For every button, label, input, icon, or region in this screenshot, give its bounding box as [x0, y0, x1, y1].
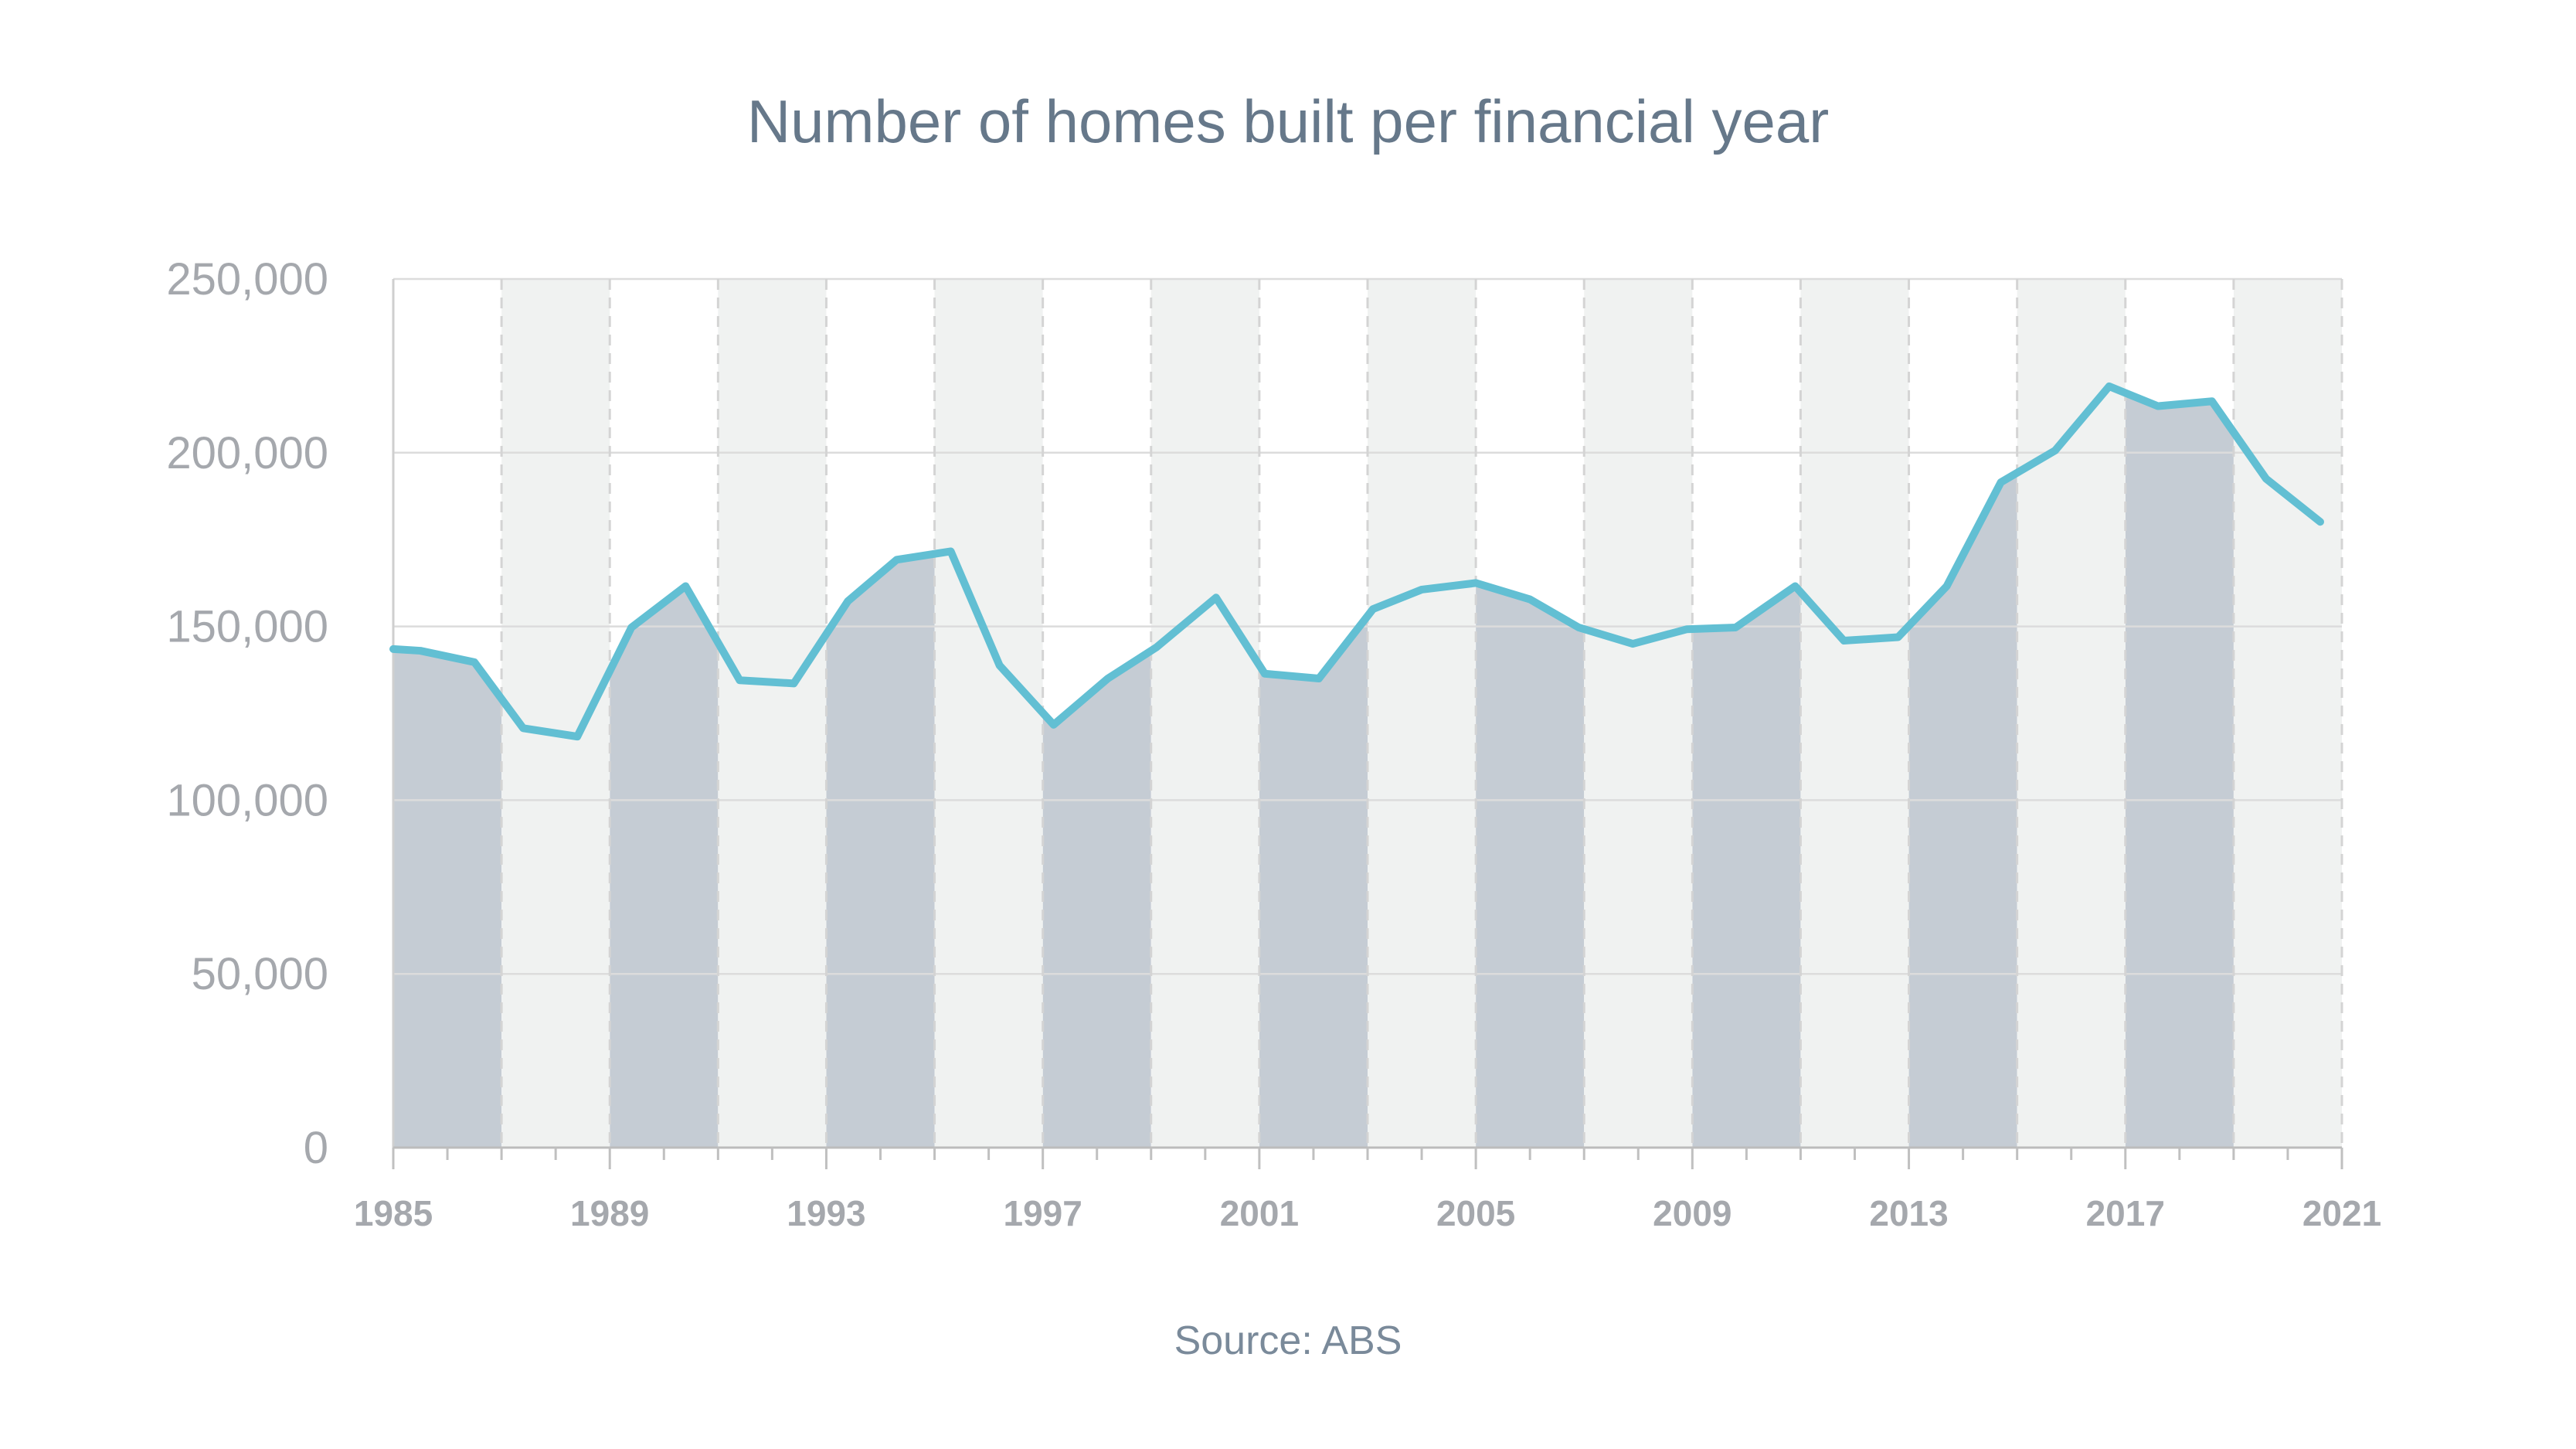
background-band	[1368, 279, 1477, 1148]
background-band	[1800, 279, 1909, 1148]
background-band	[1150, 279, 1259, 1148]
y-tick-label: 0	[304, 1123, 328, 1173]
series-line	[389, 382, 2324, 741]
area-band	[1908, 386, 2017, 1148]
area-band	[1476, 386, 1585, 1148]
area-band	[1042, 386, 1151, 1148]
x-tick-label: 2013	[1869, 1193, 1948, 1233]
y-tick-label: 100,000	[166, 775, 328, 825]
x-tick-label: 2005	[1436, 1193, 1515, 1233]
x-tick-label: 2009	[1653, 1193, 1731, 1233]
x-tick-label: 2017	[2086, 1193, 2165, 1233]
chart-title: Number of homes built per financial year	[746, 87, 1830, 155]
y-tick-label: 200,000	[166, 428, 328, 478]
area-band	[393, 386, 502, 1148]
x-tick-label: 1989	[570, 1193, 649, 1233]
area-band	[610, 386, 719, 1148]
x-tick-label: 1997	[1003, 1193, 1082, 1233]
source-note: Source: ABS	[1174, 1318, 1402, 1363]
background-band	[2017, 279, 2126, 1148]
x-tick-label: 1993	[787, 1193, 865, 1233]
background-band	[718, 279, 827, 1148]
background-band	[934, 279, 1043, 1148]
y-tick-label: 150,000	[166, 602, 328, 652]
x-tick-label: 1985	[354, 1193, 433, 1233]
background-band	[2233, 279, 2342, 1148]
area-band	[2125, 386, 2234, 1148]
area-band	[1259, 386, 1368, 1148]
area-band	[826, 386, 935, 1148]
background-band	[1584, 279, 1693, 1148]
y-tick-label: 250,000	[166, 254, 328, 304]
background-band	[501, 279, 610, 1148]
x-tick-label: 2001	[1220, 1193, 1299, 1233]
area-under-line	[393, 386, 2234, 1148]
y-tick-label: 50,000	[192, 949, 328, 999]
x-tick-label: 2021	[2302, 1193, 2381, 1233]
area-band	[1692, 386, 1801, 1148]
